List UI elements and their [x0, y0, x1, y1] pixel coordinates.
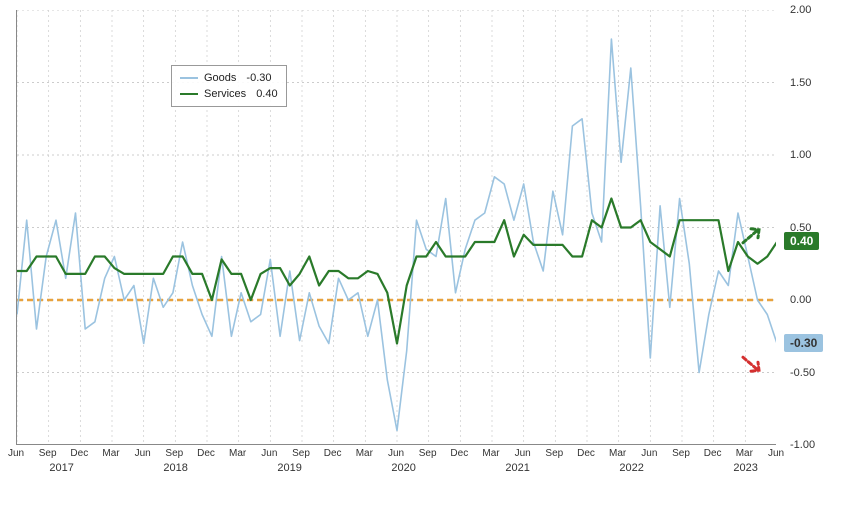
legend-swatch-goods [180, 77, 198, 79]
y-tick-label: 2.00 [790, 4, 830, 16]
x-tick-month: Jun [768, 448, 784, 459]
x-tick-month: Mar [356, 448, 373, 459]
x-tick-month: Mar [736, 448, 753, 459]
x-tick-month: Sep [419, 448, 437, 459]
x-tick-month: Sep [545, 448, 563, 459]
x-tick-month: Dec [324, 448, 342, 459]
x-tick-month: Jun [8, 448, 24, 459]
value-badge-services: 0.40 [784, 232, 819, 250]
x-tick-year: 2018 [163, 462, 187, 474]
x-tick-month: Mar [102, 448, 119, 459]
x-tick-month: Dec [197, 448, 215, 459]
x-tick-month: Jun [261, 448, 277, 459]
plot-area [16, 10, 776, 445]
value-badge-goods: -0.30 [784, 334, 823, 352]
x-tick-month: Dec [704, 448, 722, 459]
y-tick-label: -1.00 [790, 439, 830, 451]
x-tick-month: Jun [135, 448, 151, 459]
y-tick-label: -0.50 [790, 367, 830, 379]
y-axis-right: -1.00-0.500.000.501.001.502.00 [780, 10, 830, 445]
x-tick-year: 2022 [619, 462, 643, 474]
x-tick-month: Mar [229, 448, 246, 459]
legend: Goods -0.30 Services 0.40 [171, 65, 287, 107]
x-tick-month: Dec [70, 448, 88, 459]
x-tick-year: 2019 [277, 462, 301, 474]
legend-row-goods: Goods -0.30 [180, 70, 278, 86]
x-tick-month: Jun [515, 448, 531, 459]
x-tick-month: Sep [672, 448, 690, 459]
x-tick-month: Sep [165, 448, 183, 459]
legend-label-goods: Goods [204, 72, 236, 84]
legend-swatch-services [180, 93, 198, 95]
x-tick-year: 2020 [391, 462, 415, 474]
x-tick-year: 2017 [49, 462, 73, 474]
x-tick-month: Jun [641, 448, 657, 459]
x-axis: Jun Sep Dec Mar Jun Sep Dec Mar Jun Sep Dec Mar Jun S… [16, 448, 776, 498]
legend-value-goods: -0.30 [246, 72, 271, 84]
x-tick-month: Dec [450, 448, 468, 459]
x-tick-month: Mar [482, 448, 499, 459]
x-tick-year: 2023 [733, 462, 757, 474]
x-tick-month: Sep [39, 448, 57, 459]
y-tick-label: 1.50 [790, 77, 830, 89]
x-tick-month: Mar [609, 448, 626, 459]
x-tick-month: Jun [388, 448, 404, 459]
chart-container: Goods -0.30 Services 0.40 [16, 10, 776, 445]
legend-row-services: Services 0.40 [180, 86, 278, 102]
legend-value-services: 0.40 [256, 88, 277, 100]
y-tick-label: 0.00 [790, 294, 830, 306]
legend-label-services: Services [204, 88, 246, 100]
y-tick-label: 1.00 [790, 149, 830, 161]
x-tick-year: 2021 [505, 462, 529, 474]
x-tick-month: Sep [292, 448, 310, 459]
x-tick-month: Dec [577, 448, 595, 459]
